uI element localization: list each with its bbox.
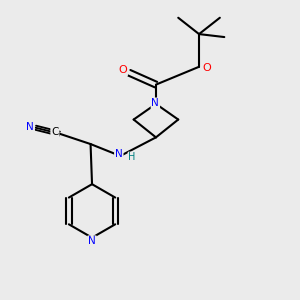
Text: N: N	[115, 149, 123, 160]
Text: H: H	[128, 152, 136, 162]
Text: C: C	[51, 127, 58, 137]
Text: N: N	[26, 122, 34, 131]
Text: N: N	[88, 236, 96, 246]
Text: O: O	[202, 63, 211, 73]
Text: N: N	[152, 98, 159, 108]
Text: O: O	[118, 65, 127, 75]
